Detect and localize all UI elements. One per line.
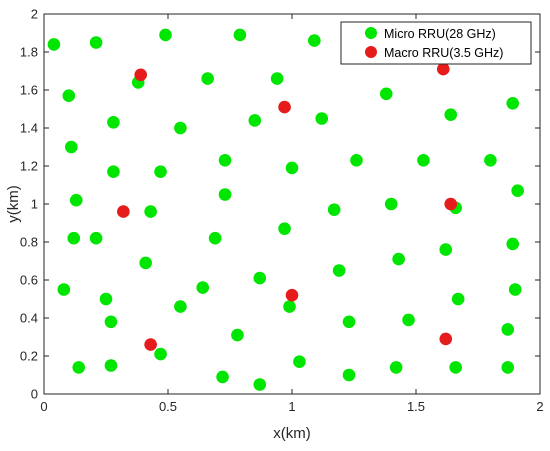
macro-rru-point: [144, 338, 157, 351]
data-points: [47, 28, 524, 391]
micro-rru-point: [327, 203, 341, 216]
micro-rru-point: [107, 165, 120, 178]
micro-rru-point: [308, 34, 321, 47]
y-tick-label: 1: [31, 197, 38, 212]
micro-rru-point: [484, 154, 497, 167]
micro-rru-point: [253, 378, 267, 391]
y-tick-label: 2: [31, 7, 38, 22]
y-tick-label: 1.4: [20, 121, 38, 136]
legend-label-macro: Macro RRU(3.5 GHz): [384, 46, 503, 60]
x-tick-label: 1.5: [407, 399, 425, 414]
micro-rru-point: [253, 271, 267, 285]
x-axis-label: x(km): [273, 425, 311, 442]
micro-rru-point: [99, 292, 113, 306]
y-tick-label: 0.6: [20, 273, 38, 288]
micro-rru-point: [350, 154, 363, 167]
macro-rru-series: [117, 62, 458, 351]
y-tick-label: 0.4: [20, 311, 38, 326]
macro-rru-point: [285, 288, 299, 302]
micro-rru-point: [501, 323, 515, 336]
micro-rru-point: [107, 116, 120, 129]
micro-rru-point: [174, 300, 187, 313]
macro-rru-point: [134, 68, 148, 82]
micro-rru-point: [511, 184, 524, 197]
micro-rru-point: [449, 361, 462, 374]
micro-rru-point: [417, 154, 430, 167]
micro-rru-point: [439, 243, 453, 256]
micro-rru-point: [67, 231, 81, 245]
macro-rru-point: [436, 62, 450, 76]
plot-area: [43, 13, 541, 395]
legend-label-micro: Micro RRU(28 GHz): [384, 27, 496, 41]
micro-rru-point: [64, 140, 78, 154]
micro-rru-point: [402, 313, 415, 327]
micro-rru-point: [231, 328, 244, 342]
micro-rru-point: [332, 264, 346, 277]
micro-rru-series: [47, 28, 524, 391]
x-tick-label: 2: [536, 399, 543, 414]
micro-rru-point: [379, 87, 393, 101]
micro-rru-point: [506, 237, 520, 251]
micro-rru-point: [104, 315, 118, 329]
y-tick-label: 1.2: [20, 159, 38, 174]
y-tick-label: 0.8: [20, 235, 38, 250]
y-axis-label: y(km): [5, 185, 22, 223]
micro-rru-point: [233, 28, 247, 42]
macro-rru-point: [439, 332, 453, 346]
micro-rru-point: [201, 72, 214, 85]
micro-rru-point: [342, 315, 356, 329]
axis-ticks: 0 0.5 1 1.5 2 0 0.2 0.4 0.6 0.8 1 1.2 1.4 1.6 1.8 2: [20, 7, 544, 415]
micro-rru-point: [72, 361, 86, 374]
y-tick-label: 0.2: [20, 349, 38, 364]
micro-rru-point: [208, 231, 222, 245]
micro-rru-point: [248, 114, 262, 127]
y-tick-label: 0: [31, 387, 38, 402]
micro-rru-point: [501, 361, 515, 374]
micro-rru-point: [144, 205, 157, 218]
x-tick-label: 1: [288, 399, 295, 414]
micro-rru-point: [283, 300, 296, 313]
x-tick-label: 0: [40, 399, 47, 414]
micro-rru-point: [104, 359, 118, 372]
micro-rru-point: [216, 370, 229, 384]
micro-rru-point: [159, 28, 172, 42]
micro-rru-point: [392, 252, 405, 266]
micro-rru-point: [218, 154, 232, 167]
micro-rru-point: [69, 193, 83, 207]
micro-rru-point: [174, 121, 187, 135]
micro-rru-point: [315, 112, 329, 125]
macro-rru-point: [117, 205, 130, 218]
legend-marker-micro: [365, 27, 377, 39]
legend: Micro RRU(28 GHz) Macro RRU(3.5 GHz): [340, 21, 532, 65]
micro-rru-point: [139, 256, 152, 270]
micro-rru-point: [293, 355, 306, 369]
macro-rru-point: [444, 197, 458, 211]
micro-rru-point: [62, 89, 76, 102]
micro-rru-point: [218, 188, 232, 201]
micro-rru-point: [508, 283, 522, 296]
micro-rru-point: [389, 361, 403, 374]
micro-rru-point: [451, 292, 465, 306]
micro-rru-point: [285, 161, 299, 175]
micro-rru-point: [47, 38, 61, 51]
micro-rru-point: [196, 281, 210, 294]
legend-marker-macro: [365, 46, 377, 58]
micro-rru-point: [278, 222, 291, 235]
micro-rru-point: [270, 72, 284, 85]
y-tick-label: 1.8: [20, 45, 38, 60]
x-tick-label: 0.5: [159, 399, 177, 414]
micro-rru-point: [506, 97, 520, 110]
y-tick-label: 1.6: [20, 83, 38, 98]
micro-rru-point: [89, 36, 103, 49]
micro-rru-point: [57, 283, 71, 296]
macro-rru-point: [278, 100, 291, 114]
micro-rru-point: [384, 197, 398, 211]
micro-rru-point: [444, 108, 458, 121]
micro-rru-point: [154, 347, 167, 361]
micro-rru-point: [89, 231, 103, 245]
micro-rru-point: [342, 368, 356, 382]
micro-rru-point: [154, 165, 167, 178]
